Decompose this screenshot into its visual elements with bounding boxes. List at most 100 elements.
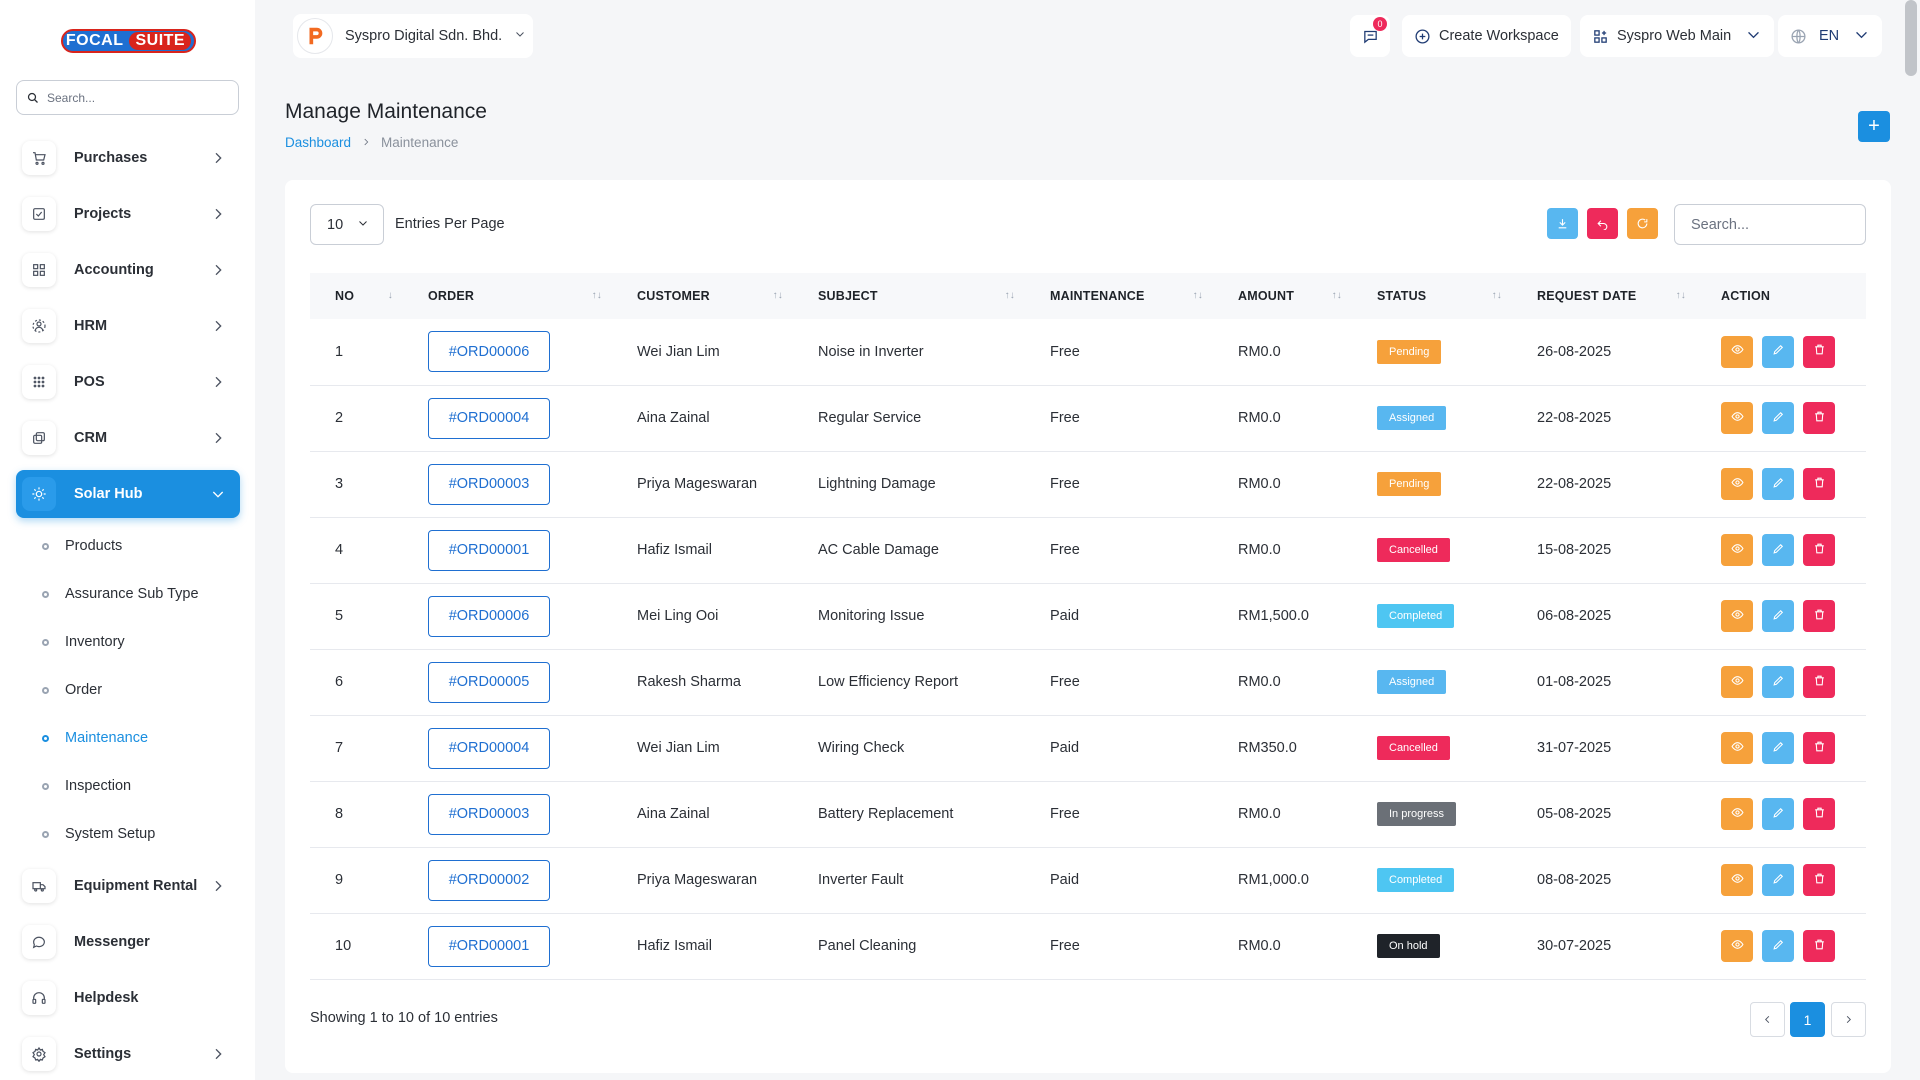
view-button[interactable] xyxy=(1721,534,1753,566)
edit-button[interactable] xyxy=(1762,930,1794,962)
delete-button[interactable] xyxy=(1803,864,1835,896)
breadcrumb-dashboard-link[interactable]: Dashboard xyxy=(285,135,352,150)
column-header-no[interactable]: NO ↓ xyxy=(310,273,403,319)
sidebar-subitem-inventory[interactable]: Inventory xyxy=(42,630,125,654)
page-scrollbar[interactable] xyxy=(1905,0,1917,76)
view-button[interactable] xyxy=(1721,864,1753,896)
order-link-button[interactable]: #ORD00003 xyxy=(428,463,550,505)
edit-button[interactable] xyxy=(1762,798,1794,830)
undo-button[interactable] xyxy=(1587,208,1618,239)
view-button[interactable] xyxy=(1721,402,1753,434)
next-page-button[interactable] xyxy=(1831,1002,1866,1037)
delete-button[interactable] xyxy=(1803,468,1835,500)
column-header-order[interactable]: ORDER ↑↓ xyxy=(403,273,612,319)
chevron-right-icon xyxy=(210,430,226,446)
delete-button[interactable] xyxy=(1803,930,1835,962)
column-header-maintenance[interactable]: MAINTENANCE ↑↓ xyxy=(1025,273,1213,319)
brand-logo[interactable]: FOCAL SUITE xyxy=(61,29,196,53)
column-header-customer[interactable]: CUSTOMER ↑↓ xyxy=(612,273,793,319)
status-badge: Cancelled xyxy=(1377,538,1450,562)
sidebar-item-hrm[interactable]: HRM xyxy=(16,302,240,350)
order-link-button[interactable]: #ORD00006 xyxy=(428,331,550,373)
edit-button[interactable] xyxy=(1762,666,1794,698)
delete-button[interactable] xyxy=(1803,666,1835,698)
sidebar-item-projects[interactable]: Projects xyxy=(16,190,240,238)
cell-order: #ORD00001 xyxy=(403,913,612,979)
order-link-button[interactable]: #ORD00001 xyxy=(428,925,550,967)
view-button[interactable] xyxy=(1721,930,1753,962)
create-workspace-button[interactable]: Create Workspace xyxy=(1402,15,1571,57)
sidebar-subitem-products[interactable]: Products xyxy=(42,534,122,558)
cell-actions xyxy=(1696,913,1866,979)
order-link-button[interactable]: #ORD00001 xyxy=(428,529,550,571)
column-header-amount[interactable]: AMOUNT ↑↓ xyxy=(1213,273,1352,319)
column-header-request-date[interactable]: REQUEST DATE ↑↓ xyxy=(1512,273,1696,319)
view-button[interactable] xyxy=(1721,468,1753,500)
sidebar-item-equipment-rental[interactable]: Equipment Rental xyxy=(16,862,240,910)
cell-order: #ORD00003 xyxy=(403,451,612,517)
entries-per-page-select[interactable]: 10 xyxy=(310,204,384,245)
column-header-status[interactable]: STATUS ↑↓ xyxy=(1352,273,1512,319)
cell-no: 6 xyxy=(335,674,344,690)
column-header-subject[interactable]: SUBJECT ↑↓ xyxy=(793,273,1025,319)
edit-button[interactable] xyxy=(1762,600,1794,632)
language-selector[interactable]: EN xyxy=(1778,15,1883,57)
view-button[interactable] xyxy=(1721,666,1753,698)
delete-button[interactable] xyxy=(1803,534,1835,566)
page-number-button[interactable]: 1 xyxy=(1790,1002,1825,1037)
sidebar-item-purchases[interactable]: Purchases xyxy=(16,134,240,182)
bullet-icon xyxy=(42,830,49,838)
sidebar-item-settings[interactable]: Settings xyxy=(16,1030,240,1078)
order-link-button[interactable]: #ORD00005 xyxy=(428,661,550,703)
order-link-button[interactable]: #ORD00006 xyxy=(428,595,550,637)
view-button[interactable] xyxy=(1721,798,1753,830)
order-link-button[interactable]: #ORD00002 xyxy=(428,859,550,901)
chevron-down-icon xyxy=(514,28,526,44)
order-link-button[interactable]: #ORD00003 xyxy=(428,793,550,835)
messages-button[interactable] xyxy=(1350,15,1390,57)
sidebar-item-pos[interactable]: POS xyxy=(16,358,240,406)
download-button[interactable] xyxy=(1547,208,1578,239)
sidebar-subitem-maintenance[interactable]: Maintenance xyxy=(42,726,148,750)
delete-button[interactable] xyxy=(1803,732,1835,764)
sidebar-item-messenger[interactable]: Messenger xyxy=(16,918,240,966)
edit-button[interactable] xyxy=(1762,732,1794,764)
pencil-icon xyxy=(1772,343,1785,360)
view-button[interactable] xyxy=(1721,335,1753,368)
view-button[interactable] xyxy=(1721,732,1753,764)
cell-status: Pending xyxy=(1352,319,1512,385)
sidebar-search-input[interactable]: Search... xyxy=(16,80,239,115)
order-link-button[interactable]: #ORD00004 xyxy=(428,397,550,439)
status-badge: Pending xyxy=(1377,472,1442,496)
company-selector[interactable]: Syspro Digital Sdn. Bhd. xyxy=(293,14,533,58)
sort-icon: ↑↓ xyxy=(591,290,602,301)
add-maintenance-button[interactable]: + xyxy=(1858,111,1890,142)
sidebar-item-accounting[interactable]: Accounting xyxy=(16,246,240,294)
edit-button[interactable] xyxy=(1762,468,1794,500)
edit-button[interactable] xyxy=(1762,534,1794,566)
edit-button[interactable] xyxy=(1762,335,1794,368)
view-button[interactable] xyxy=(1721,600,1753,632)
sidebar-item-solar-hub[interactable]: Solar Hub xyxy=(16,470,240,518)
sidebar-subitem-order[interactable]: Order xyxy=(42,678,102,702)
cell-request-date: 30-07-2025 xyxy=(1537,938,1612,954)
cell-request-date: 22-08-2025 xyxy=(1537,476,1612,492)
sun-icon xyxy=(22,477,56,511)
delete-button[interactable] xyxy=(1803,600,1835,632)
sidebar-item-crm[interactable]: CRM xyxy=(16,414,240,462)
delete-button[interactable] xyxy=(1803,798,1835,830)
edit-button[interactable] xyxy=(1762,864,1794,896)
sidebar-subitem-assurance-sub-type[interactable]: Assurance Sub Type xyxy=(42,582,199,606)
workspace-selector[interactable]: Syspro Web Main xyxy=(1580,15,1775,57)
delete-button[interactable] xyxy=(1803,335,1835,368)
edit-button[interactable] xyxy=(1762,402,1794,434)
cell-order: #ORD00001 xyxy=(403,517,612,583)
delete-button[interactable] xyxy=(1803,402,1835,434)
previous-page-button[interactable] xyxy=(1750,1002,1785,1037)
table-search-input[interactable] xyxy=(1674,204,1866,245)
sidebar-subitem-system-setup[interactable]: System Setup xyxy=(42,822,155,846)
sidebar-subitem-inspection[interactable]: Inspection xyxy=(42,774,131,798)
sidebar-item-helpdesk[interactable]: Helpdesk xyxy=(16,974,240,1022)
order-link-button[interactable]: #ORD00004 xyxy=(428,727,550,769)
refresh-button[interactable] xyxy=(1627,208,1658,239)
